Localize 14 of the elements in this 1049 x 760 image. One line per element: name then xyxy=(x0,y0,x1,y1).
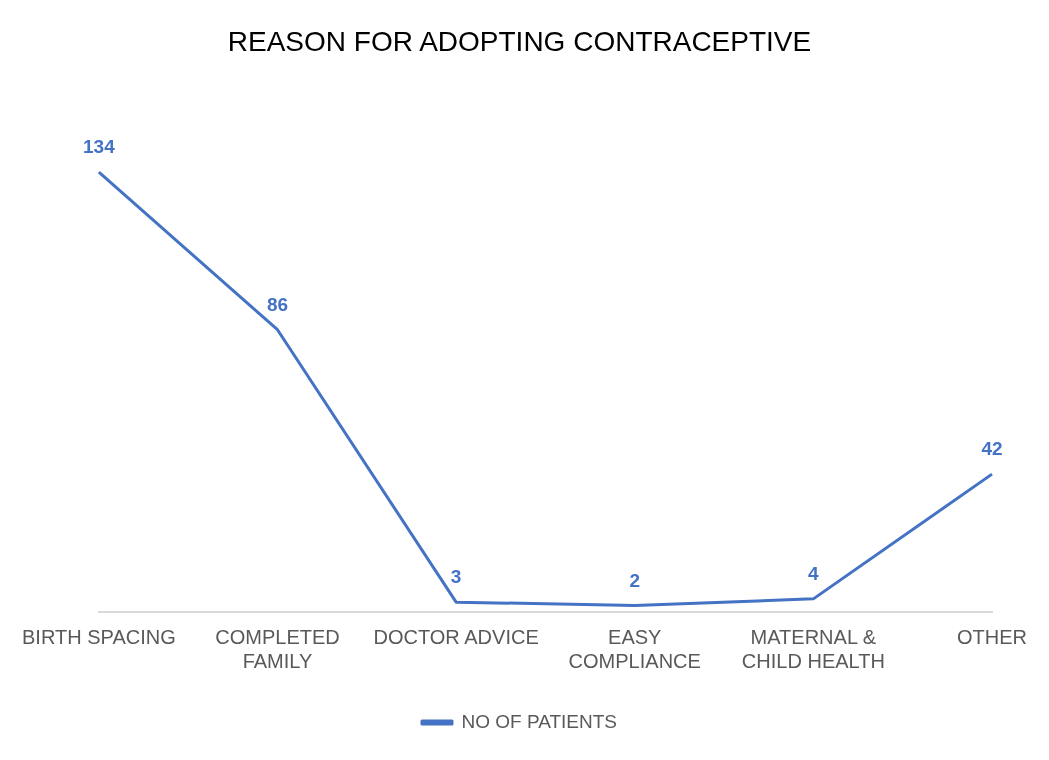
data-label: 4 xyxy=(808,563,820,585)
legend-label: NO OF PATIENTS xyxy=(461,710,618,732)
data-label: 134 xyxy=(83,136,116,158)
chart-title: REASON FOR ADOPTING CONTRACEPTIVE xyxy=(227,25,812,57)
x-tick-label: BIRTH SPACING xyxy=(22,625,176,648)
x-tick-label: COMPLETED FAMILY xyxy=(215,625,340,672)
x-tick-label: EASY COMPLIANCE xyxy=(568,625,701,672)
x-tick-label: OTHER xyxy=(957,625,1027,648)
x-tick-label: DOCTOR ADVICE xyxy=(373,625,539,648)
x-tick-label: MATERNAL & CHILD HEALTH xyxy=(741,625,885,672)
data-label: 2 xyxy=(629,569,641,591)
data-label: 42 xyxy=(981,438,1003,460)
data-label: 86 xyxy=(266,293,289,315)
data-label: 3 xyxy=(450,566,462,588)
